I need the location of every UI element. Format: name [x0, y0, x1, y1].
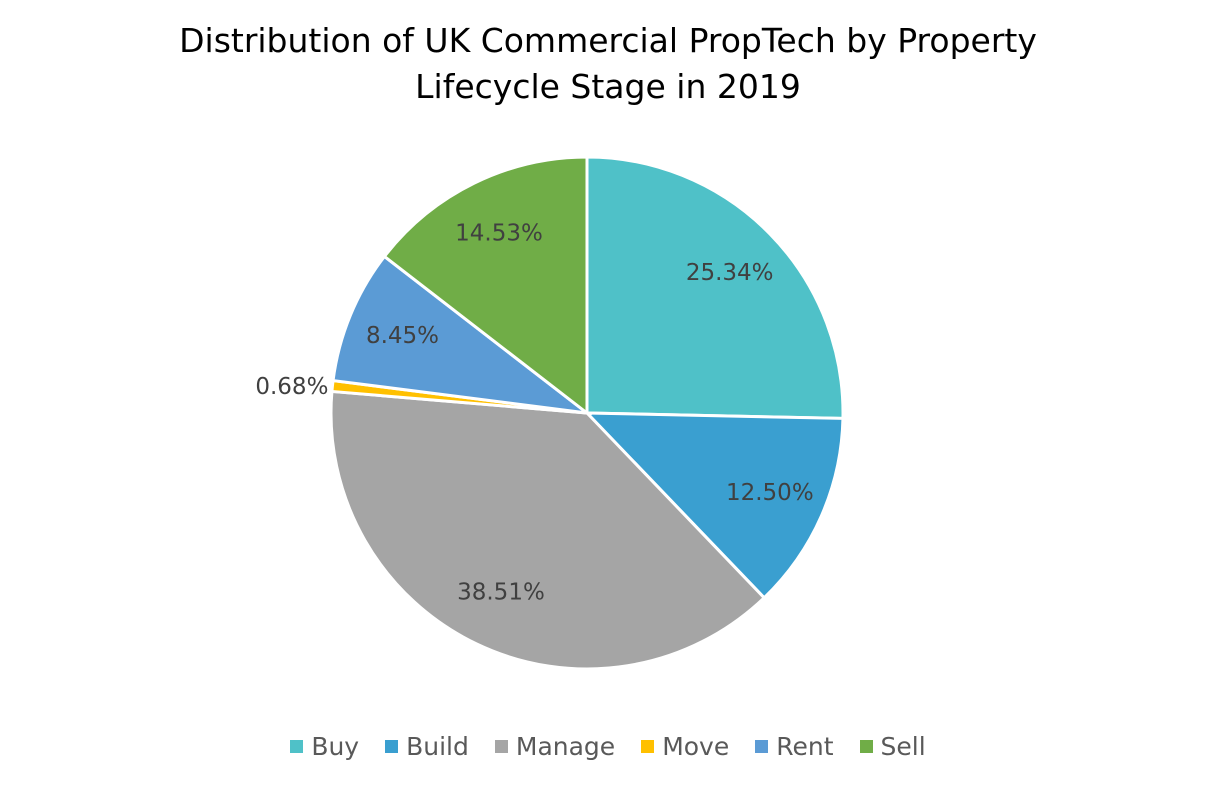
pie-slice-manage — [329, 389, 767, 671]
legend-label-rent: Rent — [776, 732, 834, 761]
legend-item-buy: Buy — [290, 732, 359, 761]
data-label-rent: 8.45% — [366, 323, 439, 349]
legend-swatch-manage — [494, 740, 508, 753]
chart-title: Distribution of UK Commercial PropTech b… — [0, 18, 1216, 110]
legend-swatch-rent — [755, 740, 769, 753]
legend-swatch-buy — [290, 740, 304, 753]
legend-swatch-build — [385, 740, 399, 753]
chart-title-line-2: Lifecycle Stage in 2019 — [415, 67, 801, 106]
data-label-buy: 25.34% — [686, 260, 774, 286]
pie-slice-sell — [382, 155, 589, 417]
legend-swatch-sell — [859, 740, 873, 753]
legend-label-sell: Sell — [880, 732, 926, 761]
legend-item-move: Move — [641, 732, 729, 761]
legend-item-sell: Sell — [859, 732, 926, 761]
legend: Buy Build Manage Move Rent Sell — [0, 732, 1216, 761]
chart-title-line-1: Distribution of UK Commercial PropTech b… — [179, 21, 1037, 60]
data-label-manage: 38.51% — [457, 580, 545, 606]
legend-label-manage: Manage — [515, 732, 616, 761]
pie-slice-build — [583, 411, 845, 600]
legend-item-build: Build — [385, 732, 469, 761]
legend-label-move: Move — [662, 732, 730, 761]
legend-label-build: Build — [406, 732, 469, 761]
legend-swatch-move — [641, 740, 655, 753]
data-label-move: 0.68% — [255, 374, 328, 400]
data-label-sell: 14.53% — [455, 220, 543, 246]
pie-slice-buy — [585, 155, 845, 420]
legend-item-rent: Rent — [755, 732, 834, 761]
legend-label-buy: Buy — [311, 732, 360, 761]
data-label-build: 12.50% — [726, 480, 814, 506]
pie-slice-rent — [331, 254, 593, 416]
legend-item-manage: Manage — [494, 732, 616, 761]
